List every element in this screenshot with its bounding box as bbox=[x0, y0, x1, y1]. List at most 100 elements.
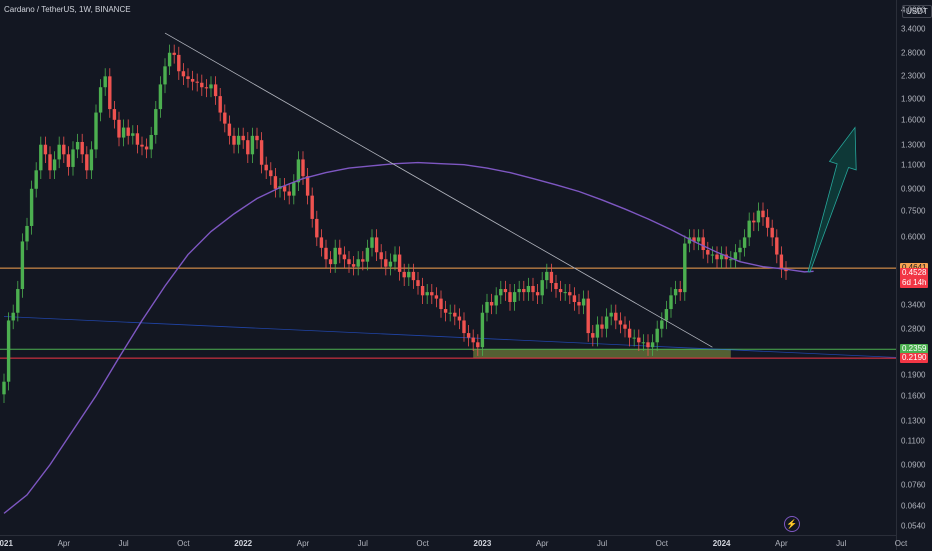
candle-body bbox=[770, 227, 774, 238]
candle-body bbox=[402, 271, 406, 278]
candle-body bbox=[660, 320, 664, 329]
price-tick-label: 0.0900 bbox=[901, 460, 926, 470]
candle-body bbox=[692, 237, 696, 242]
candle-body bbox=[650, 342, 655, 348]
candle-body bbox=[388, 261, 393, 267]
candle-body bbox=[448, 312, 452, 314]
candle-body bbox=[430, 292, 434, 296]
time-tick-label: 2024 bbox=[712, 539, 731, 548]
price-tick-label: 0.0640 bbox=[901, 501, 926, 511]
candle-body bbox=[646, 342, 650, 348]
candle-body bbox=[209, 84, 213, 89]
price-tick-label: 0.1100 bbox=[901, 436, 925, 446]
tradingview-logo-icon[interactable]: ⚡ bbox=[784, 516, 800, 532]
candle-body bbox=[480, 312, 485, 348]
candle-body bbox=[738, 247, 742, 253]
candle-body bbox=[80, 141, 84, 155]
chart-area[interactable] bbox=[0, 0, 896, 535]
candle-body bbox=[609, 312, 613, 317]
time-tick-label: Oct bbox=[416, 539, 429, 548]
candle-body bbox=[338, 247, 342, 255]
candle-body bbox=[98, 87, 103, 113]
price-tick-label: 1.9000 bbox=[901, 94, 926, 104]
candle-body bbox=[204, 87, 209, 89]
symbol-title[interactable]: Cardano / TetherUS, 1W, BINANCE bbox=[4, 5, 131, 14]
candle-body bbox=[604, 316, 609, 329]
candle-body bbox=[365, 247, 370, 262]
candle-body bbox=[439, 298, 443, 310]
candle-body bbox=[333, 247, 337, 265]
candle-body bbox=[462, 320, 466, 334]
candle-body bbox=[710, 254, 715, 256]
candle-body bbox=[752, 220, 756, 223]
candle-body bbox=[347, 259, 351, 265]
candle-body bbox=[356, 259, 360, 267]
candle-body bbox=[126, 127, 130, 136]
candle-body bbox=[324, 247, 328, 260]
time-tick-label: Apr bbox=[296, 539, 310, 548]
candle-body bbox=[407, 271, 411, 278]
candle-body bbox=[135, 133, 140, 145]
price-chart[interactable] bbox=[0, 0, 896, 535]
candle-body bbox=[627, 328, 632, 338]
candle-body bbox=[554, 283, 558, 290]
candle-body bbox=[16, 289, 20, 313]
candle-body bbox=[223, 112, 227, 124]
candle-body bbox=[374, 237, 379, 253]
candle-body bbox=[595, 324, 600, 338]
candle-body bbox=[94, 112, 98, 150]
price-tick-label: 0.0540 bbox=[901, 521, 926, 531]
candle-body bbox=[568, 292, 572, 296]
price-tick-label: 1.3000 bbox=[901, 140, 926, 150]
time-tick-label: Apr bbox=[775, 539, 788, 548]
candle-body bbox=[742, 237, 747, 248]
candle-body bbox=[131, 133, 135, 136]
candle-body bbox=[600, 324, 604, 329]
candle-body bbox=[586, 298, 590, 334]
candle-body bbox=[34, 170, 38, 189]
time-tick-label: Oct bbox=[177, 539, 190, 548]
candle-body bbox=[121, 127, 126, 138]
candle-body bbox=[172, 52, 176, 55]
candle-body bbox=[154, 109, 158, 135]
candle-body bbox=[227, 123, 232, 136]
candle-body bbox=[724, 254, 728, 260]
candle-body bbox=[572, 295, 577, 302]
candle-body bbox=[508, 292, 512, 302]
candle-body bbox=[765, 217, 770, 228]
candle-body bbox=[397, 254, 402, 272]
price-tick-label: 0.1900 bbox=[901, 370, 926, 380]
last-price-value: 0.4528 bbox=[902, 268, 927, 278]
candle-body bbox=[39, 144, 43, 171]
projection-arrow bbox=[807, 126, 857, 273]
candle-body bbox=[264, 164, 268, 171]
candle-body bbox=[696, 237, 701, 242]
candle-body bbox=[581, 298, 586, 306]
candle-body bbox=[163, 66, 167, 85]
candle-body bbox=[20, 241, 25, 290]
candle-body bbox=[186, 76, 190, 79]
candle-body bbox=[623, 324, 627, 329]
candle-body bbox=[305, 176, 310, 196]
price-tick-label: 1.6000 bbox=[901, 115, 926, 125]
bar-countdown: 6d 14h bbox=[902, 278, 927, 288]
candle-body bbox=[563, 292, 567, 294]
candle-body bbox=[218, 96, 222, 113]
currency-badge[interactable]: USDT bbox=[902, 5, 932, 18]
candle-body bbox=[296, 159, 301, 183]
candle-body bbox=[384, 259, 388, 267]
candle-body bbox=[319, 237, 324, 248]
descending-trendline bbox=[164, 32, 713, 348]
long-trendline bbox=[3, 316, 896, 358]
time-tick-label: Oct bbox=[655, 539, 669, 548]
candle-body bbox=[52, 159, 57, 171]
candle-body bbox=[236, 135, 241, 145]
candle-body bbox=[779, 254, 784, 270]
candle-body bbox=[545, 271, 549, 281]
time-axis[interactable]: 2021 Apr Jul Oct 2022 Apr Jul Oct 2023 Apr Jul Oct 2… bbox=[0, 535, 907, 551]
candle-body bbox=[577, 301, 581, 306]
candle-body bbox=[669, 295, 673, 310]
candle-body bbox=[453, 312, 457, 317]
candle-body bbox=[425, 292, 429, 296]
candle-body bbox=[655, 328, 659, 343]
